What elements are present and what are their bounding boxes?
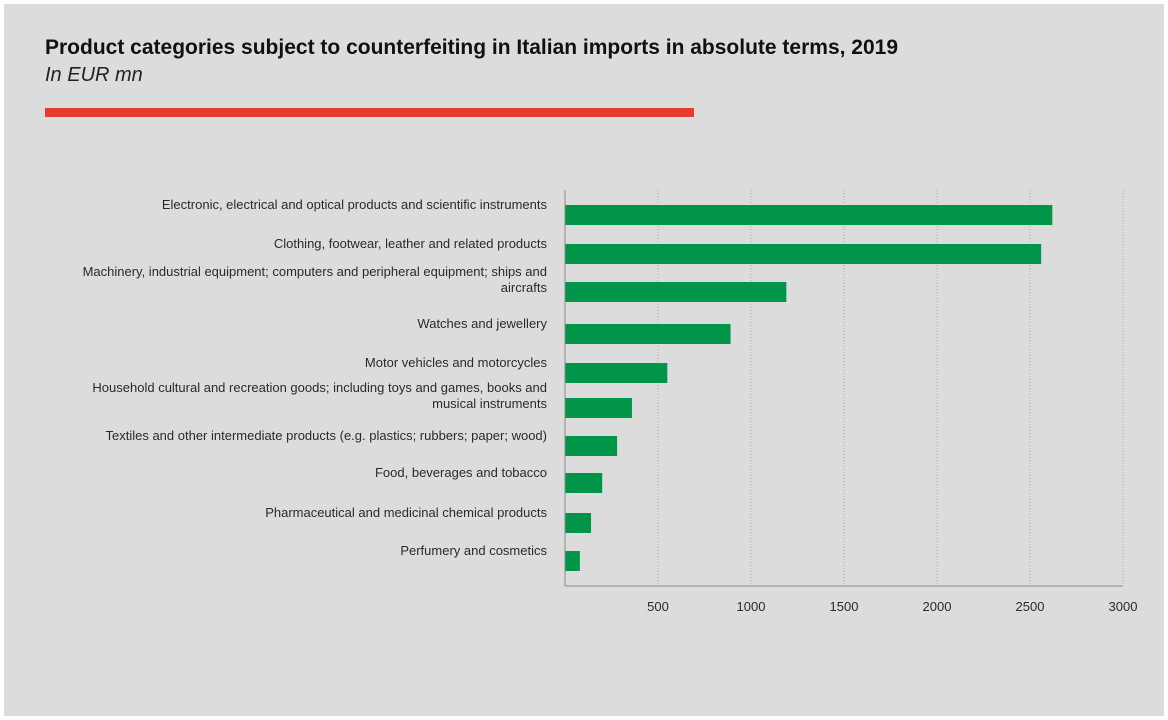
category-label-0: Electronic, electrical and optical produ… — [162, 197, 548, 212]
bar-0 — [565, 205, 1053, 225]
category-label-7: Food, beverages and tobacco — [375, 465, 547, 480]
tick-label-500: 500 — [647, 599, 669, 614]
bar-3 — [565, 324, 731, 344]
chart-frame: Product categories subject to counterfei… — [4, 4, 1164, 716]
category-label-9: Perfumery and cosmetics — [400, 543, 547, 558]
chart-subtitle: In EUR mn — [45, 64, 143, 86]
bar-6 — [565, 436, 618, 456]
bar-1 — [565, 244, 1042, 264]
chart-title: Product categories subject to counterfei… — [45, 36, 899, 59]
tick-label-1500: 1500 — [830, 599, 859, 614]
accent-bar — [45, 108, 694, 117]
axes — [564, 190, 1123, 587]
tick-label-2500: 2500 — [1016, 599, 1045, 614]
category-label-5-line-1: musical instruments — [432, 396, 547, 411]
category-labels: Electronic, electrical and optical produ… — [83, 197, 548, 558]
category-label-6: Textiles and other intermediate products… — [105, 428, 547, 443]
bar-4 — [565, 363, 668, 383]
bars — [565, 205, 1053, 571]
tick-label-3000: 3000 — [1109, 599, 1138, 614]
tick-labels: 500 1000 1500 2000 2500 3000 — [647, 599, 1137, 614]
tick-label-1000: 1000 — [737, 599, 766, 614]
category-label-5-line-0: Household cultural and recreation goods;… — [92, 380, 547, 395]
category-label-1: Clothing, footwear, leather and related … — [274, 236, 548, 251]
bar-8 — [565, 513, 592, 533]
bar-5 — [565, 398, 632, 418]
category-label-2-line-1: aircrafts — [501, 280, 548, 295]
bar-9 — [565, 551, 580, 571]
category-label-8: Pharmaceutical and medicinal chemical pr… — [265, 505, 547, 520]
category-label-2-line-0: Machinery, industrial equipment; compute… — [83, 264, 547, 279]
bar-7 — [565, 473, 603, 493]
category-label-3: Watches and jewellery — [417, 316, 547, 331]
tick-label-2000: 2000 — [923, 599, 952, 614]
category-label-4: Motor vehicles and motorcycles — [365, 355, 548, 370]
bar-2 — [565, 282, 787, 302]
